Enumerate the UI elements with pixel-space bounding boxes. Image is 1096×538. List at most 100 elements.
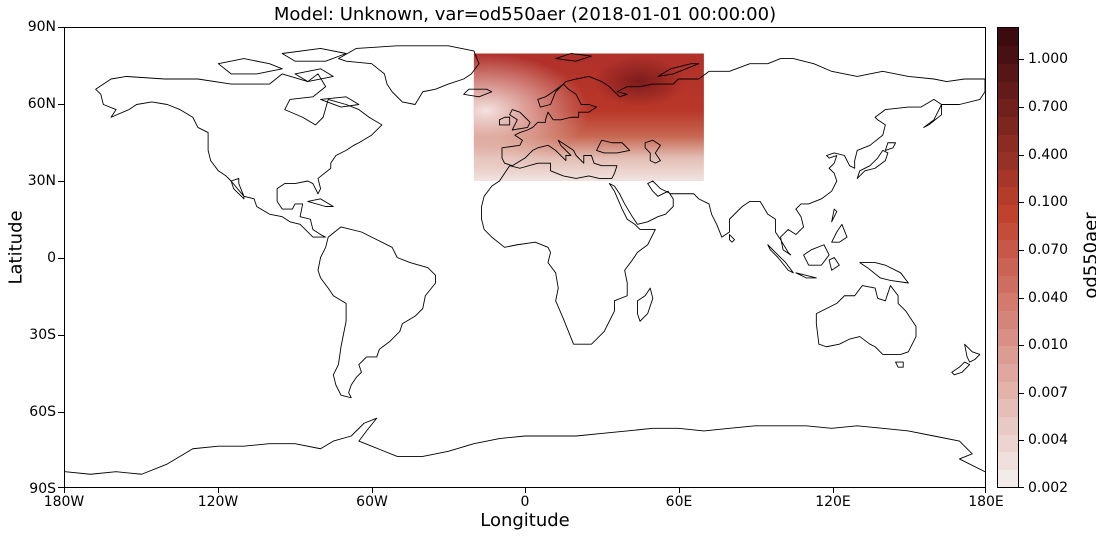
- ytick-label: 60N: [27, 96, 56, 112]
- colorbar-level: [998, 381, 1018, 400]
- colorbar-level: [998, 328, 1018, 347]
- ytick-label: 0: [47, 250, 56, 266]
- sri-lanka-outline: [728, 234, 736, 243]
- colorbar-level: [998, 28, 1018, 47]
- colorbar-tick-mark: [1019, 107, 1024, 108]
- ytick-label: 60S: [29, 404, 56, 420]
- north-america-outline: [95, 73, 383, 238]
- colorbar-tick-mark: [1019, 202, 1024, 203]
- colorbar-level: [998, 222, 1018, 241]
- australia-outline: [815, 285, 917, 368]
- colorbar-level: [998, 98, 1018, 117]
- colorbar-level: [998, 363, 1018, 382]
- colorbar-tick-mark: [1019, 155, 1024, 156]
- cuba-outline: [307, 198, 334, 207]
- colorbar-level: [998, 257, 1018, 276]
- colorbar-tick-label: 0.007: [1028, 385, 1069, 401]
- colorbar-tick-label: 0.002: [1028, 480, 1069, 496]
- colorbar-level: [998, 434, 1018, 453]
- ytick-mark: [58, 104, 64, 105]
- colorbar-level: [998, 116, 1018, 135]
- colorbar-level: [998, 169, 1018, 188]
- antarctica-outline: [65, 417, 985, 475]
- ytick-mark: [58, 412, 64, 413]
- colorbar-tick-label: 0.400: [1028, 147, 1069, 163]
- eurasia-outline: [481, 58, 985, 345]
- colorbar-level: [998, 416, 1018, 435]
- xtick-label: 120E: [815, 494, 851, 510]
- xtick-label: 180W: [43, 494, 85, 510]
- ytick-mark: [58, 258, 64, 259]
- colorbar-level: [998, 451, 1018, 470]
- colorbar-tick-label: 0.070: [1028, 242, 1069, 258]
- ytick-label: 30S: [29, 327, 56, 343]
- colorbar-tick-label: 0.040: [1028, 290, 1069, 306]
- map-svg: [65, 45, 985, 475]
- new-zealand-outline: [951, 343, 981, 376]
- ytick-label: 30N: [27, 173, 56, 189]
- colorbar-tick-mark: [1019, 440, 1024, 441]
- indonesia-outline: [767, 208, 909, 284]
- colorbar-level: [998, 275, 1018, 294]
- y-axis-label: Latitude: [5, 210, 27, 285]
- black-sea-outline: [596, 139, 631, 154]
- colorbar-tick-mark: [1019, 345, 1024, 346]
- colorbar-label: od550aer: [1080, 212, 1096, 299]
- colorbar-level: [998, 239, 1018, 259]
- colorbar-tick-mark: [1019, 59, 1024, 60]
- colorbar-tick-label: 0.004: [1028, 432, 1069, 448]
- x-axis-label: Longitude: [480, 510, 570, 531]
- colorbar-tick-mark: [1019, 298, 1024, 299]
- colorbar-tick-mark: [1019, 487, 1024, 488]
- madagascar-outline: [636, 287, 654, 322]
- colorbar-level: [998, 151, 1018, 170]
- ytick-label: 90N: [27, 19, 56, 35]
- japan-outline: [856, 142, 897, 179]
- ytick-mark: [58, 181, 64, 182]
- xtick-label: 120W: [197, 494, 239, 510]
- colorbar-level: [998, 186, 1018, 206]
- colorbar-level: [998, 292, 1018, 312]
- caspian-sea-outline: [644, 139, 661, 164]
- south-america-outline: [317, 226, 437, 399]
- colorbar: [997, 27, 1019, 488]
- xtick-label: 0: [520, 494, 530, 510]
- xtick-label: 60E: [665, 494, 693, 510]
- xtick-label: 180E: [968, 494, 1004, 510]
- colorbar-level: [998, 345, 1018, 365]
- colorbar-level: [998, 133, 1018, 153]
- colorbar-level: [998, 63, 1018, 82]
- colorbar-level: [998, 45, 1018, 64]
- ytick-label: 90S: [29, 481, 56, 497]
- arctic-islands-outline: [217, 47, 360, 108]
- colorbar-level: [998, 80, 1018, 100]
- map-plot-area: [64, 27, 986, 488]
- xtick-mark: [64, 488, 65, 493]
- xtick-mark: [985, 488, 986, 493]
- chart-title: Model: Unknown, var=od550aer (2018-01-01…: [273, 4, 777, 25]
- xtick-mark: [679, 488, 680, 493]
- colorbar-tick-mark: [1019, 250, 1024, 251]
- coastlines: [65, 45, 985, 475]
- ytick-mark: [58, 335, 64, 336]
- colorbar-tick-label: 1.000: [1028, 51, 1069, 67]
- greenland-outline: [337, 45, 480, 105]
- colorbar-level: [998, 204, 1018, 223]
- iceland-outline: [463, 88, 493, 98]
- colorbar-level: [998, 398, 1018, 417]
- xtick-mark: [525, 488, 526, 493]
- xtick-mark: [218, 488, 219, 493]
- colorbar-tick-label: 0.100: [1028, 194, 1069, 210]
- colorbar-tick-label: 0.010: [1028, 337, 1069, 353]
- ytick-mark: [58, 487, 64, 488]
- xtick-mark: [372, 488, 373, 493]
- ytick-mark: [58, 27, 64, 28]
- arctic-europe-islands-outline: [555, 53, 700, 77]
- colorbar-level: [998, 310, 1018, 329]
- british-isles-outline: [498, 109, 531, 131]
- colorbar-tick-label: 0.700: [1028, 99, 1069, 115]
- xtick-label: 60W: [356, 494, 388, 510]
- colorbar-level: [998, 469, 1018, 487]
- xtick-mark: [833, 488, 834, 493]
- colorbar-tick-mark: [1019, 393, 1024, 394]
